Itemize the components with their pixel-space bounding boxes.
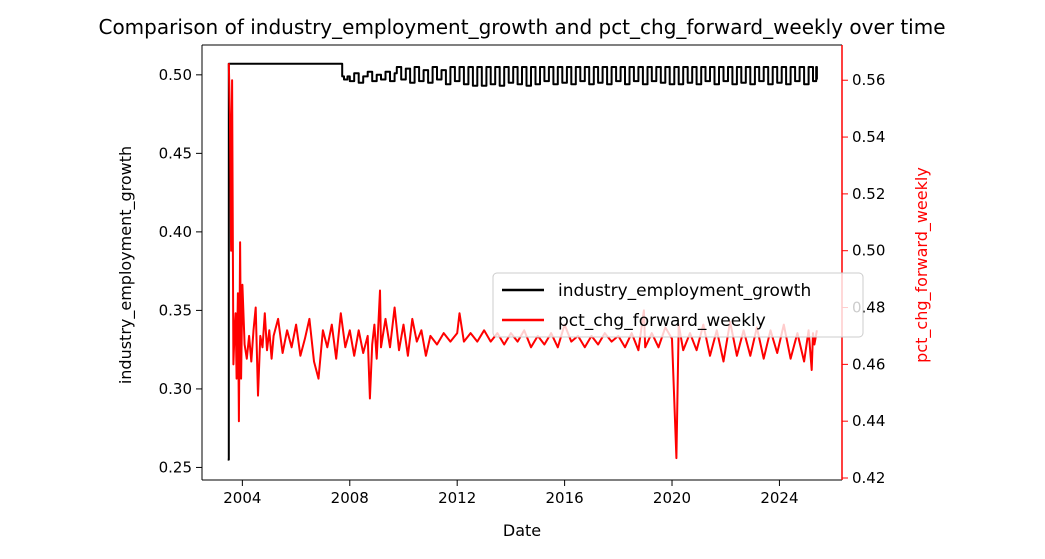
chart-title: Comparison of industry_employment_growth…: [98, 15, 945, 39]
y-axis-right-label: pct_chg_forward_weekly: [912, 167, 932, 363]
y-right-tick-label: 0.46: [852, 355, 885, 373]
x-tick-label: 2008: [331, 489, 369, 507]
series-line-2: [227, 63, 818, 460]
y-axis-left-label: industry_employment_growth: [116, 146, 136, 384]
x-tick-label: 2004: [223, 489, 261, 507]
y-left-tick-label: 0.30: [159, 380, 192, 398]
y-right-tick-label: 0.44: [852, 412, 885, 430]
series-line-1: [227, 62, 818, 461]
legend-label-2: pct_chg_forward_weekly: [558, 311, 766, 331]
legend-label-1: industry_employment_growth: [558, 281, 811, 301]
legend-box: [492, 272, 864, 338]
y-left-tick-label: 0.40: [159, 223, 192, 241]
y-left-tick-label: 0.45: [159, 144, 192, 162]
y-right-tick-label: 0.56: [852, 71, 885, 89]
y-left-tick-label: 0.35: [159, 301, 192, 319]
x-tick-label: 2024: [760, 489, 798, 507]
y-right-tick-label: 0.52: [852, 185, 885, 203]
x-tick-label: 2016: [546, 489, 584, 507]
x-tick-label: 2020: [653, 489, 691, 507]
x-tick-label: 2012: [438, 489, 476, 507]
plot-area: 2004 2008 2012 2016 2020 2024 0.25 0.30 0.35 0.40…: [159, 44, 885, 507]
y-left-tick-label: 0.25: [159, 458, 192, 476]
x-axis-label: Date: [503, 521, 541, 540]
y-left-tick-label: 0.50: [159, 66, 192, 84]
y-right-tick-label: 0.50: [852, 242, 885, 260]
y-right-tick-label: 0.54: [852, 128, 885, 146]
y-right-tick-label: 0.42: [852, 469, 885, 487]
